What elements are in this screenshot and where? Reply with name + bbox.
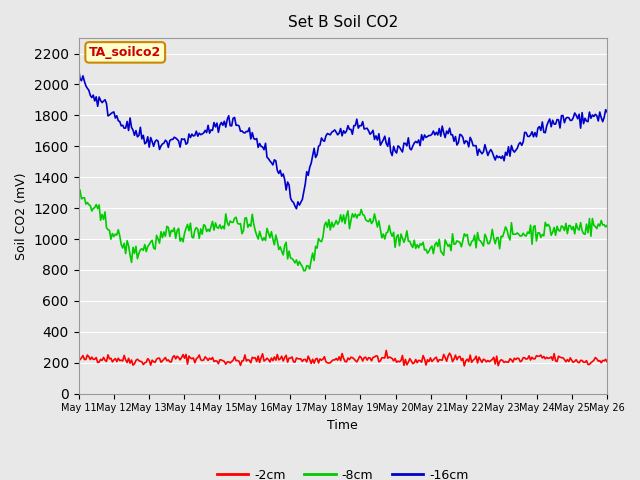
-2cm	[460, 363, 468, 369]
Line: -16cm: -16cm	[79, 68, 607, 209]
Legend: -2cm, -8cm, -16cm: -2cm, -8cm, -16cm	[212, 464, 474, 480]
-2cm	[140, 361, 147, 367]
-8cm	[300, 268, 308, 274]
-2cm	[259, 351, 266, 357]
-2cm	[306, 357, 314, 362]
Title: Set B Soil CO2: Set B Soil CO2	[288, 15, 398, 30]
-16cm	[307, 160, 315, 166]
Text: TA_soilco2: TA_soilco2	[89, 46, 161, 59]
-8cm	[252, 228, 259, 233]
-8cm	[75, 191, 83, 196]
-16cm	[232, 122, 240, 128]
-8cm	[577, 220, 584, 226]
-2cm	[577, 358, 584, 363]
Y-axis label: Soil CO2 (mV): Soil CO2 (mV)	[15, 172, 28, 260]
-8cm	[309, 250, 317, 256]
-2cm	[250, 355, 257, 361]
-8cm	[260, 235, 268, 240]
-16cm	[250, 136, 257, 142]
-8cm	[234, 220, 241, 226]
-8cm	[141, 241, 148, 247]
-2cm	[604, 359, 611, 365]
-2cm	[75, 356, 83, 361]
-2cm	[232, 358, 240, 363]
-16cm	[75, 65, 83, 71]
-16cm	[575, 111, 583, 117]
Line: -2cm: -2cm	[79, 350, 607, 366]
-16cm	[292, 206, 300, 212]
-2cm	[383, 348, 390, 353]
-8cm	[76, 187, 84, 193]
-8cm	[604, 223, 611, 228]
-16cm	[259, 144, 266, 150]
X-axis label: Time: Time	[328, 419, 358, 432]
-16cm	[604, 109, 611, 115]
-16cm	[140, 132, 147, 138]
Line: -8cm: -8cm	[79, 190, 607, 271]
